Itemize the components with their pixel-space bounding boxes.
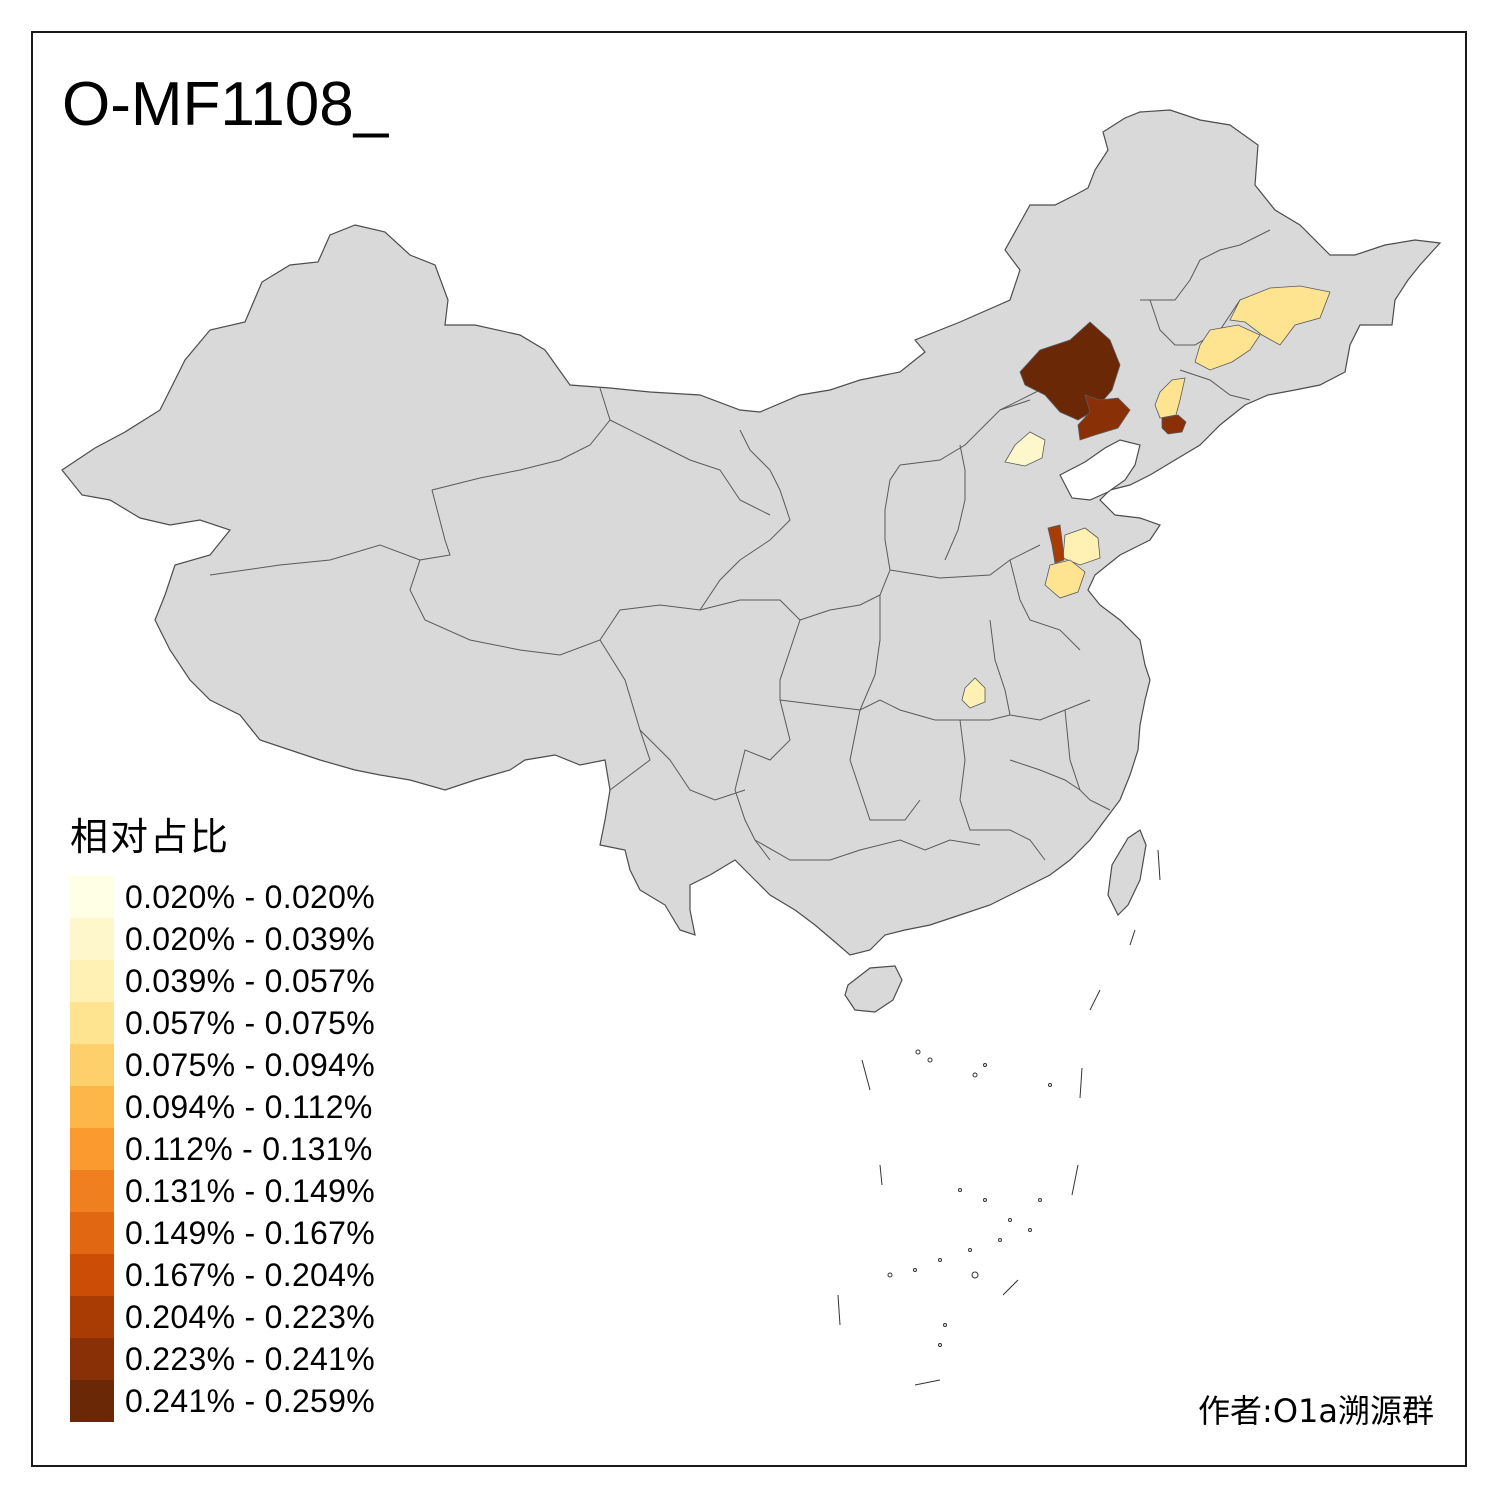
region-dark-4 <box>1047 524 1065 564</box>
region-dark-3 <box>1161 414 1187 435</box>
china-mainland <box>61 109 1442 956</box>
legend-label: 0.167% - 0.204% <box>125 1256 375 1293</box>
legend-label: 0.241% - 0.259% <box>125 1382 375 1419</box>
legend-swatch <box>70 1338 114 1380</box>
legend-label: 0.112% - 0.131% <box>125 1130 373 1167</box>
legend-item: 0.223% - 0.241% <box>70 1338 375 1380</box>
legend-item: 0.167% - 0.204% <box>70 1254 375 1296</box>
legend-label: 0.020% - 0.020% <box>125 878 375 915</box>
author-credit: 作者:O1a溯源群 <box>1198 1392 1434 1430</box>
legend-label: 0.075% - 0.094% <box>125 1046 375 1083</box>
legend-list: 0.020% - 0.020% 0.020% - 0.039% 0.039% - 0… <box>70 876 375 1422</box>
taiwan-island <box>1107 829 1147 917</box>
legend: 相对占比 0.020% - 0.020% 0.020% - 0.039% 0.039… <box>70 818 375 1422</box>
legend-swatch <box>70 1128 114 1170</box>
map-title: O-MF1108_ <box>62 70 389 139</box>
bohai-sea <box>1059 439 1141 501</box>
legend-title: 相对占比 <box>70 815 231 859</box>
legend-label: 0.039% - 0.057% <box>125 962 375 999</box>
province-borders <box>209 229 1310 861</box>
region-light-1 <box>1154 377 1186 419</box>
legend-label: 0.057% - 0.075% <box>125 1004 375 1041</box>
legend-swatch <box>70 1170 114 1212</box>
legend-item: 0.020% - 0.020% <box>70 876 375 918</box>
legend-item: 0.057% - 0.075% <box>70 1002 375 1044</box>
legend-swatch <box>70 876 114 918</box>
legend-label: 0.131% - 0.149% <box>125 1172 375 1209</box>
legend-item: 0.149% - 0.167% <box>70 1212 375 1254</box>
legend-item: 0.131% - 0.149% <box>70 1170 375 1212</box>
legend-swatch <box>70 1002 114 1044</box>
region-palest <box>1004 431 1046 467</box>
legend-label: 0.149% - 0.167% <box>125 1214 375 1251</box>
legend-item: 0.241% - 0.259% <box>70 1380 375 1422</box>
legend-swatch <box>70 960 114 1002</box>
highlighted-regions <box>961 285 1331 709</box>
legend-swatch <box>70 1296 114 1338</box>
region-light-3 <box>1194 324 1261 371</box>
legend-label: 0.020% - 0.039% <box>125 920 375 957</box>
legend-item: 0.204% - 0.223% <box>70 1296 375 1338</box>
legend-item: 0.075% - 0.094% <box>70 1044 375 1086</box>
legend-swatch <box>70 1044 114 1086</box>
region-light-2 <box>1229 285 1331 346</box>
legend-swatch <box>70 1380 114 1422</box>
legend-label: 0.094% - 0.112% <box>125 1088 373 1125</box>
region-dark-2 <box>1077 394 1131 441</box>
south-china-sea-islands <box>837 849 1161 1386</box>
legend-item: 0.020% - 0.039% <box>70 918 375 960</box>
hainan-island <box>844 965 903 1013</box>
legend-label: 0.223% - 0.241% <box>125 1340 375 1377</box>
region-light-5 <box>1044 559 1086 599</box>
legend-swatch <box>70 1212 114 1254</box>
legend-swatch <box>70 1086 114 1128</box>
region-light-6 <box>961 677 986 709</box>
legend-swatch <box>70 918 114 960</box>
legend-label: 0.204% - 0.223% <box>125 1298 375 1335</box>
legend-item: 0.039% - 0.057% <box>70 960 375 1002</box>
legend-item: 0.112% - 0.131% <box>70 1128 375 1170</box>
legend-swatch <box>70 1254 114 1296</box>
legend-item: 0.094% - 0.112% <box>70 1086 375 1128</box>
